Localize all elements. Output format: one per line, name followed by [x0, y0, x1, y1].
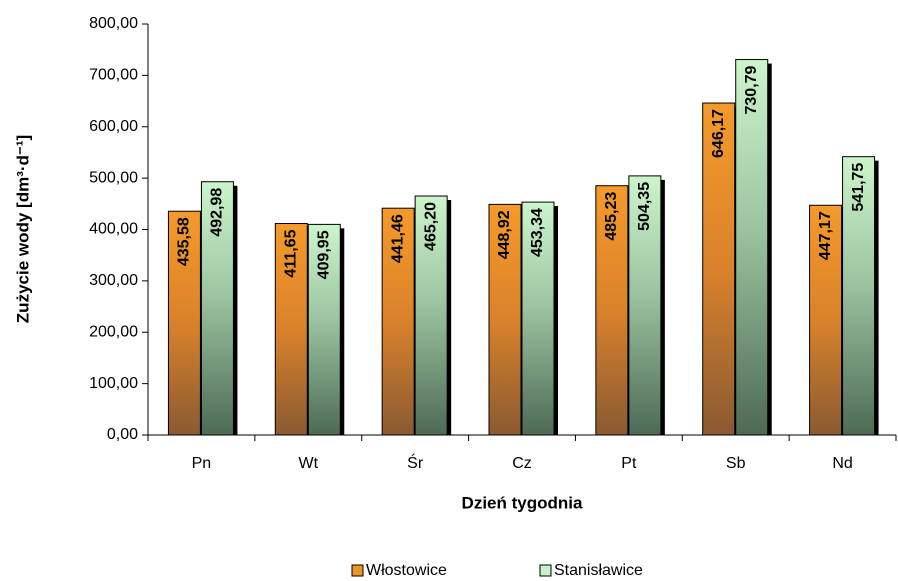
bar: [595, 185, 629, 436]
bar: [167, 210, 201, 436]
legend-label: Włostowice: [366, 562, 447, 579]
data-label: 409,95: [316, 230, 333, 279]
x-tick-label: Wt: [299, 455, 319, 472]
x-tick-label: Śr: [407, 453, 424, 472]
legend-swatch: [539, 564, 552, 577]
data-label: 447,17: [817, 211, 834, 260]
x-tick-label: Pn: [192, 455, 212, 472]
x-tick-label: Nd: [832, 455, 852, 472]
y-tick-label: 200,00: [89, 323, 138, 340]
data-label: 435,58: [176, 217, 193, 266]
x-tick-label: Cz: [512, 455, 532, 472]
x-axis-title: Dzień tygodnia: [462, 493, 583, 512]
y-tick-label: 100,00: [89, 375, 138, 392]
bar: [307, 223, 341, 436]
data-label: 541,75: [850, 163, 867, 212]
y-tick-label: 400,00: [89, 221, 138, 238]
y-axis-title: Zużycie wody [dm³·d⁻¹]: [13, 135, 32, 323]
bar: [842, 156, 876, 436]
x-tick-label: Pt: [621, 455, 637, 472]
y-tick-label: 300,00: [89, 272, 138, 289]
bar: [628, 175, 662, 436]
y-tick-label: 800,00: [89, 15, 138, 32]
bar: [274, 223, 308, 436]
bar: [381, 207, 415, 436]
data-label: 730,79: [743, 65, 760, 114]
data-label: 646,17: [710, 109, 727, 158]
y-tick-label: 0,00: [107, 426, 138, 443]
data-label: 465,20: [422, 202, 439, 251]
bar: [735, 59, 769, 436]
bar: [414, 195, 448, 436]
bar: [521, 201, 555, 436]
legend-swatch: [351, 564, 364, 577]
bar: [702, 102, 736, 436]
data-label: 448,92: [496, 210, 513, 259]
data-label: 411,65: [283, 229, 300, 277]
legend-label: Stanisławice: [554, 562, 643, 579]
data-label: 504,35: [636, 182, 653, 231]
y-tick-label: 600,00: [89, 118, 138, 135]
bar: [809, 204, 843, 436]
y-tick-label: 500,00: [89, 169, 138, 186]
data-label: 453,34: [529, 208, 546, 257]
data-label: 441,46: [389, 214, 406, 263]
data-label: 485,23: [603, 192, 620, 241]
x-tick-label: Sb: [726, 455, 746, 472]
data-label: 492,98: [209, 188, 226, 237]
y-tick-label: 700,00: [89, 67, 138, 84]
